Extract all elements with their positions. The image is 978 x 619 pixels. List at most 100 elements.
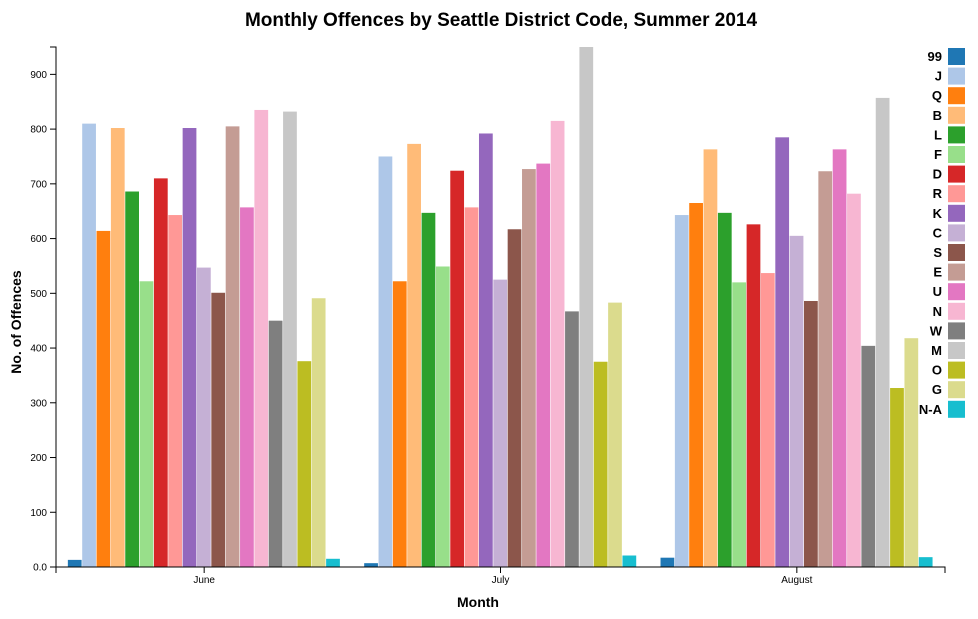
x-axis-title: Month <box>457 594 499 610</box>
legend-item[interactable]: J <box>935 67 965 85</box>
bar[interactable] <box>450 170 465 567</box>
legend-swatch <box>948 342 965 359</box>
bar[interactable] <box>622 555 637 567</box>
legend-label: Q <box>932 88 942 103</box>
bar[interactable] <box>593 361 608 567</box>
bar[interactable] <box>847 193 861 567</box>
bar[interactable] <box>775 137 790 567</box>
legend-swatch <box>948 67 965 85</box>
bar[interactable] <box>326 558 340 567</box>
legend-swatch <box>948 244 965 261</box>
bar[interactable] <box>789 235 804 567</box>
legend-item[interactable]: Q <box>932 87 965 105</box>
legend-item[interactable]: O <box>932 361 965 379</box>
bar[interactable] <box>565 311 579 567</box>
bar[interactable] <box>283 111 297 567</box>
y-axis-line <box>50 46 57 568</box>
bar[interactable] <box>96 230 111 568</box>
y-tick-label: 400 <box>30 344 47 355</box>
legend-label: M <box>931 343 942 358</box>
legend-item[interactable]: L <box>934 126 965 144</box>
legend-item[interactable]: F <box>934 146 965 163</box>
bar[interactable] <box>760 273 775 567</box>
bar-group-august <box>660 97 933 568</box>
bar[interactable] <box>818 171 833 567</box>
legend-swatch <box>948 381 965 399</box>
bar[interactable] <box>435 266 450 567</box>
bar[interactable] <box>732 282 747 567</box>
bar[interactable] <box>407 143 421 567</box>
bar[interactable] <box>904 338 919 567</box>
bar[interactable] <box>67 559 82 567</box>
legend-label: J <box>935 69 942 84</box>
bar[interactable] <box>378 156 393 567</box>
bar[interactable] <box>478 133 493 568</box>
legend-item[interactable]: N <box>933 302 965 320</box>
legend-item[interactable]: E <box>933 263 965 281</box>
bar[interactable] <box>464 207 479 567</box>
bar-group-june <box>67 109 340 568</box>
y-axis: 0.0 100 200 300 400 500 600 700 800 900 <box>30 46 57 574</box>
legend-item[interactable]: B <box>933 106 965 124</box>
bar[interactable] <box>225 126 240 568</box>
bar[interactable] <box>890 388 904 567</box>
legend-item[interactable]: K <box>933 204 965 222</box>
bar[interactable] <box>579 47 594 567</box>
legend-item[interactable]: C <box>933 224 965 242</box>
bar[interactable] <box>268 320 283 567</box>
x-tick-label: June <box>193 575 215 586</box>
bar[interactable] <box>861 345 876 567</box>
bar[interactable] <box>522 169 536 567</box>
bar[interactable] <box>254 109 269 567</box>
bar[interactable] <box>311 298 326 567</box>
bar[interactable] <box>196 267 211 567</box>
bar[interactable] <box>875 97 890 567</box>
bar[interactable] <box>211 292 226 567</box>
legend-swatch <box>948 322 965 340</box>
bar[interactable] <box>507 229 522 567</box>
bar[interactable] <box>153 178 168 567</box>
legend-label: F <box>934 147 942 162</box>
legend-item[interactable]: M <box>931 342 965 359</box>
legend-label: N-A <box>919 402 943 417</box>
bar[interactable] <box>674 215 689 568</box>
bar[interactable] <box>493 279 508 567</box>
legend-item[interactable]: N-A <box>919 400 965 418</box>
bar[interactable] <box>182 128 197 567</box>
plot-area <box>67 47 933 568</box>
bar[interactable] <box>717 212 732 567</box>
bar[interactable] <box>110 128 125 567</box>
bar[interactable] <box>804 300 818 567</box>
bar[interactable] <box>550 120 565 567</box>
bar[interactable] <box>364 563 378 567</box>
legend-item[interactable]: R <box>933 185 965 203</box>
bar[interactable] <box>746 224 761 567</box>
legend-item[interactable]: W <box>930 322 965 340</box>
bar[interactable] <box>139 281 154 567</box>
legend-item[interactable]: D <box>933 165 965 183</box>
bar[interactable] <box>125 191 139 567</box>
y-tick-label: 500 <box>30 289 47 300</box>
bar[interactable] <box>168 215 183 568</box>
bar[interactable] <box>392 281 407 567</box>
bar[interactable] <box>660 557 675 567</box>
legend-label: U <box>933 284 942 299</box>
legend-swatch <box>948 283 965 301</box>
legend-item[interactable]: G <box>932 381 965 399</box>
bar[interactable] <box>536 163 551 567</box>
bar[interactable] <box>918 557 933 567</box>
bar[interactable] <box>297 361 312 567</box>
bar[interactable] <box>832 149 847 568</box>
bar[interactable] <box>608 302 622 567</box>
bar[interactable] <box>240 207 254 567</box>
legend-item[interactable]: S <box>933 244 965 261</box>
legend-item[interactable]: U <box>933 283 965 301</box>
bar[interactable] <box>82 123 96 567</box>
bar[interactable] <box>703 149 718 568</box>
legend-item[interactable]: 99 <box>928 48 965 65</box>
legend-label: R <box>933 186 943 201</box>
bar[interactable] <box>689 203 703 567</box>
bar[interactable] <box>421 212 436 567</box>
